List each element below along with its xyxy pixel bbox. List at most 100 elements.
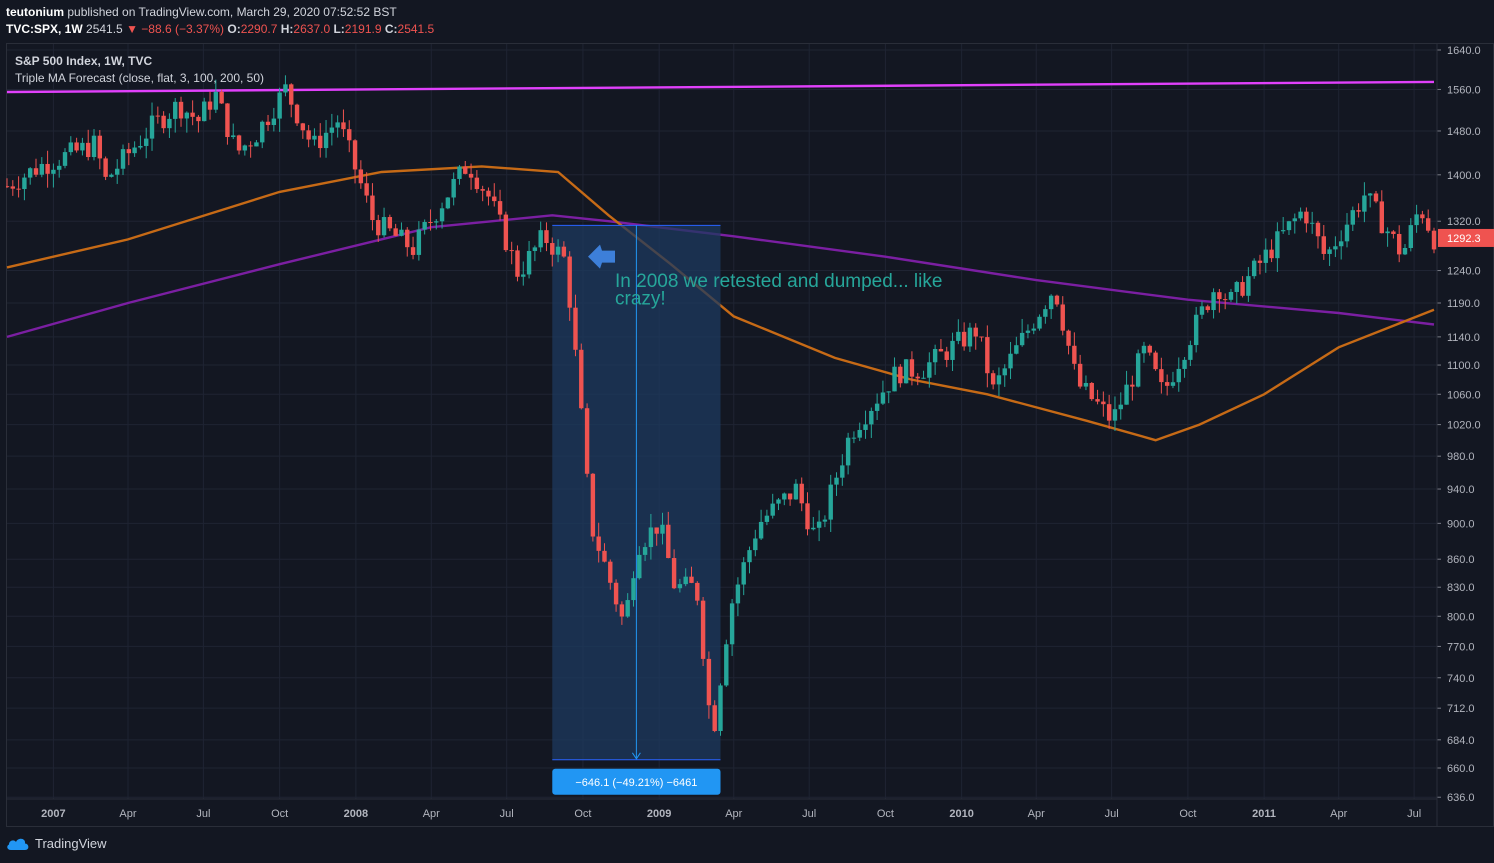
candle-body [1367, 193, 1373, 196]
candle-body [1263, 249, 1268, 263]
measure-label-box [552, 768, 721, 795]
x-tick-label: Jul [196, 808, 210, 820]
candle-body [144, 138, 149, 146]
candle-body [248, 145, 253, 147]
y-tick-label: 1190.0 [1447, 298, 1480, 310]
candle-body [109, 174, 114, 177]
x-tick-label: Oct [877, 808, 894, 820]
candle-body [526, 250, 532, 275]
high-label: H: [280, 22, 294, 36]
candle-body [1251, 260, 1257, 277]
candle-body [167, 118, 172, 129]
candle-body [892, 366, 897, 392]
candle-body [567, 256, 572, 308]
x-tick-label: Oct [271, 808, 288, 820]
candle-body [376, 220, 381, 236]
candle-body [990, 373, 996, 385]
x-tick-label: Jul [1105, 808, 1119, 820]
change-value: ▼ −88.6 (−3.37%) [126, 22, 225, 36]
candle-body [161, 115, 166, 129]
candle-body [428, 222, 433, 224]
candle-body [1130, 384, 1135, 387]
candle-body [358, 169, 364, 184]
candle-body [550, 243, 555, 255]
candle-body [666, 524, 671, 559]
candle-body [544, 230, 549, 244]
candle-body [1014, 345, 1019, 354]
candle-body [474, 177, 480, 190]
candle-body [1141, 345, 1147, 354]
candle-body [654, 527, 659, 534]
candle-body [1193, 314, 1199, 346]
candlestick-series [6, 75, 1437, 736]
candle-body [300, 123, 306, 131]
candle-body [1280, 230, 1286, 232]
price-chart[interactable]: −646.1 (−49.21%) −6461 In 2008 we retest… [6, 43, 1494, 827]
candle-body [80, 142, 85, 151]
measure-tool[interactable]: −646.1 (−49.21%) −6461 [552, 224, 721, 795]
candle-body [671, 558, 677, 589]
y-tick-label: 1640.0 [1447, 45, 1481, 57]
candle-body [590, 473, 596, 537]
candle-body [492, 196, 497, 202]
candle-body [509, 250, 514, 252]
candle-body [828, 484, 833, 520]
annotation-layer[interactable]: In 2008 we retested and dumped... likecr… [588, 244, 942, 310]
candle-body [399, 229, 404, 236]
candle-body [39, 163, 45, 175]
candle-body [950, 340, 955, 360]
candle-body [747, 550, 752, 563]
candle-body [608, 561, 613, 583]
candle-body [236, 135, 242, 151]
candle-body [364, 183, 369, 196]
candle-body [712, 705, 717, 732]
candle-body [74, 142, 79, 151]
candle-body [329, 127, 335, 133]
candle-body [1205, 306, 1210, 311]
brand-name: TradingView [35, 836, 107, 851]
candle-body [811, 527, 816, 530]
candle-body [642, 547, 648, 555]
candle-body [173, 101, 178, 119]
candle-body [457, 166, 462, 179]
y-tick-label: 1320.0 [1447, 216, 1481, 228]
candle-body [468, 173, 474, 178]
x-tick-label: 2011 [1252, 808, 1276, 820]
ma-line [6, 80, 1435, 94]
candle-body [1304, 211, 1309, 224]
candle-body [689, 576, 694, 583]
candle-body [596, 536, 601, 551]
high-value: 2637.0 [293, 22, 331, 36]
candle-body [1309, 222, 1315, 224]
x-tick-label: Jul [802, 808, 816, 820]
candle-body [695, 582, 700, 601]
candle-body [1048, 295, 1054, 310]
y-tick-label: 740.0 [1447, 673, 1475, 685]
symbol-legend[interactable]: S&P 500 Index, 1W, TVC [15, 54, 153, 68]
candle-body [1176, 368, 1181, 383]
y-tick-label: 1400.0 [1447, 170, 1481, 182]
candle-body [515, 250, 520, 277]
y-tick-label: 1100.0 [1447, 360, 1480, 372]
candle-body [770, 503, 775, 516]
last-price: 2541.5 [86, 22, 123, 36]
candle-body [677, 584, 683, 589]
candle-body [1170, 382, 1176, 386]
publish-info: teutonium published on TradingView.com, … [6, 5, 397, 19]
author-name[interactable]: teutonium [6, 5, 64, 19]
candle-body [724, 644, 729, 686]
candle-body [521, 274, 526, 277]
candle-body [631, 578, 636, 601]
candle-body [538, 230, 543, 248]
candle-body [915, 376, 920, 379]
candle-body [857, 429, 862, 438]
x-tick-label: 2009 [647, 808, 671, 820]
brand-footer[interactable]: TradingView [6, 836, 107, 851]
candle-body [242, 145, 248, 151]
candle-body [1002, 368, 1007, 376]
candle-body [323, 132, 329, 149]
candle-body [938, 348, 944, 352]
indicator-legend[interactable]: Triple MA Forecast (close, flat, 3, 100,… [15, 71, 264, 85]
candle-body [903, 359, 909, 384]
x-tick-label: Oct [1179, 808, 1196, 820]
